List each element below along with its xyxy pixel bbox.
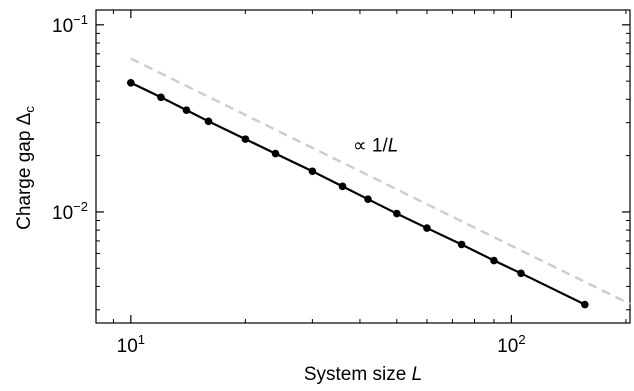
data-point: [490, 256, 498, 265]
major-ticks: [96, 10, 630, 323]
y-axis-title: Charge gap Δc: [14, 106, 37, 230]
data-point: [338, 182, 347, 191]
y-axis-title-text: Charge gap: [14, 125, 35, 230]
annotation-prefix: ∝ 1/: [353, 136, 388, 157]
data-point: [364, 195, 372, 203]
series-layer: [127, 57, 631, 309]
minor-ticks: [96, 10, 630, 323]
data-point: [581, 300, 589, 309]
x-tick-label: 101: [117, 332, 145, 357]
data-point: [157, 93, 165, 102]
y-axis-title-subscript: c: [22, 106, 37, 113]
data-series-line: [130, 81, 586, 306]
data-point: [271, 149, 280, 158]
y-tick-exponent: −1: [73, 12, 88, 27]
x-axis-title-text: System size: [304, 364, 412, 385]
data-point: [241, 135, 250, 143]
y-tick-label: 10−1: [52, 12, 88, 37]
x-axis-title-variable: L: [412, 364, 423, 385]
data-point: [204, 117, 213, 126]
x-tick-base: 10: [497, 336, 518, 357]
data-point: [393, 209, 401, 218]
data-point: [457, 240, 466, 249]
x-tick-exponent: 1: [138, 332, 145, 347]
y-tick-label: 10−2: [52, 199, 88, 224]
y-tick-base: 10: [52, 203, 73, 224]
annotation-variable: L: [388, 136, 399, 157]
data-point: [127, 78, 135, 87]
annotation-proportional-label: ∝ 1/L: [353, 136, 398, 157]
data-point: [423, 224, 431, 232]
y-tick-exponent: −2: [73, 199, 88, 214]
data-point: [308, 167, 317, 176]
x-tick-label: 102: [497, 332, 525, 357]
x-tick-exponent: 2: [518, 332, 525, 347]
data-point: [182, 106, 191, 114]
data-point: [517, 269, 525, 278]
x-tick-base: 10: [117, 336, 138, 357]
x-axis-title: System size L: [304, 364, 422, 385]
plot-frame: [95, 9, 631, 324]
y-axis-title-symbol: Δ: [14, 112, 35, 125]
y-tick-base: 10: [52, 16, 73, 37]
reference-dashed-line: [130, 57, 631, 306]
